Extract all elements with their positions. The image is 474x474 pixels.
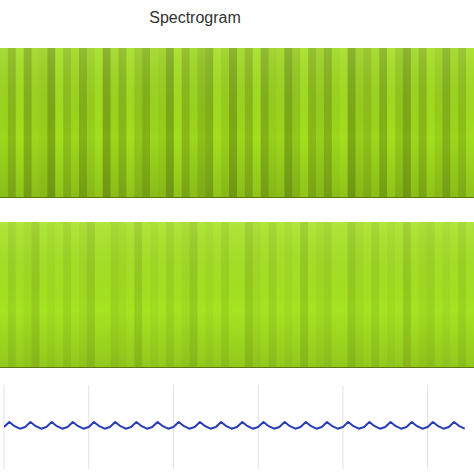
panel — [4, 385, 465, 469]
panel-bg — [0, 48, 474, 198]
cells — [0, 222, 474, 368]
panel-bg — [0, 222, 474, 368]
panel — [0, 222, 474, 368]
panel-edge — [0, 367, 474, 368]
cells — [0, 48, 474, 198]
panel — [0, 48, 474, 198]
panel-edge — [0, 197, 474, 198]
line — [4, 422, 465, 429]
title: Spectrogram — [149, 9, 241, 26]
shading — [0, 222, 474, 368]
shading — [0, 48, 474, 198]
series — [4, 422, 465, 429]
figure: Spectrogram — [0, 0, 474, 474]
